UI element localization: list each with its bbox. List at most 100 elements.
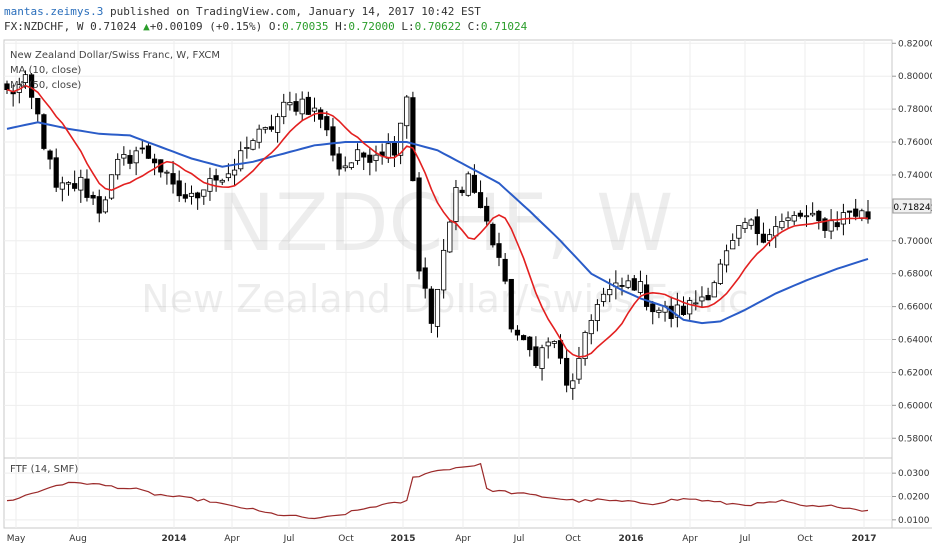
- candle-body: [348, 162, 355, 168]
- ma10-line: [6, 84, 869, 358]
- time-tick-label: Oct: [797, 534, 813, 544]
- time-tick-label: 2017: [851, 534, 876, 544]
- price-axis[interactable]: 0.820000.800000.780000.760000.740000.720…: [892, 39, 932, 444]
- candle-body: [693, 302, 699, 305]
- price-tick-label: 0.64000: [898, 336, 932, 346]
- time-tick-label: 2016: [618, 534, 643, 544]
- candle-body: [324, 116, 330, 131]
- candle-body: [404, 96, 410, 127]
- time-tick-label: Apr: [455, 534, 471, 544]
- candle-body: [410, 97, 416, 182]
- candle-body: [785, 217, 791, 221]
- candle-body: [336, 153, 342, 170]
- candle-body: [816, 210, 822, 222]
- candle-body: [318, 109, 324, 120]
- candle-body: [225, 173, 231, 179]
- candle-body: [416, 177, 422, 272]
- candle-body: [576, 358, 582, 380]
- ftf-indicator-line: [6, 462, 869, 520]
- candle-body: [256, 128, 262, 143]
- candle-body: [527, 336, 533, 351]
- candle-body: [625, 280, 631, 288]
- candle-body: [607, 289, 613, 296]
- indicator-legend[interactable]: FTF (14, SMF): [10, 464, 78, 475]
- candle-body: [533, 346, 539, 366]
- candle-body: [121, 154, 127, 159]
- candle-body: [422, 267, 428, 289]
- indicator-tick-label: 0.0300: [898, 469, 930, 479]
- candle-body: [373, 154, 379, 161]
- candle-body: [311, 107, 318, 112]
- candle-body: [53, 157, 59, 188]
- candle-body: [170, 173, 176, 185]
- candle-body: [754, 216, 760, 235]
- indicator-tick-label: 0.0200: [898, 493, 930, 503]
- candle-body: [803, 215, 810, 218]
- close-label: C:: [467, 20, 481, 33]
- candle-body: [822, 218, 828, 231]
- high-value: 0.72000: [348, 20, 395, 33]
- candle-body: [699, 296, 705, 302]
- candle-body: [810, 212, 816, 216]
- candle-body: [846, 210, 853, 213]
- candle-body: [127, 155, 133, 164]
- candle-body: [521, 335, 527, 341]
- time-tick-label: Aug: [69, 534, 87, 544]
- open-value: 0.70035: [282, 20, 329, 33]
- candle-body: [434, 288, 441, 327]
- price-tick-label: 0.66000: [898, 303, 932, 313]
- candle-body: [397, 122, 404, 156]
- candle-body: [195, 192, 201, 199]
- time-tick-label: Oct: [565, 534, 581, 544]
- ma10-legend[interactable]: MA (10, close): [10, 65, 81, 76]
- last-price-label: 0.71824: [893, 203, 930, 213]
- candle-body: [250, 140, 256, 150]
- indicator-axis[interactable]: 0.0300 0.0200 0.0100: [892, 469, 930, 526]
- candle-body: [188, 192, 195, 197]
- candle-body: [588, 320, 594, 335]
- author-link[interactable]: mantas.zeimys.3: [4, 5, 104, 18]
- candle-body: [201, 189, 207, 197]
- candle-body: [22, 74, 29, 83]
- candle-body: [742, 222, 748, 229]
- candle-body: [631, 278, 637, 291]
- candle-body: [90, 194, 96, 199]
- candle-body: [717, 263, 724, 284]
- ohlc-line: FX:NZDCHF, W 0.71024 ▲+0.00109 (+0.15%) …: [4, 19, 924, 34]
- time-tick-label: Apr: [682, 534, 698, 544]
- candle-body: [35, 97, 41, 115]
- close-value: 0.71024: [480, 20, 528, 33]
- main-legend-title: New Zealand Dollar/Swiss Franc, W, FXCM: [10, 50, 220, 61]
- candle-body: [96, 196, 102, 214]
- ma50-line: [6, 121, 869, 325]
- symbol-price: FX:NZDCHF, W 0.71024: [4, 20, 137, 33]
- candle-body: [262, 127, 268, 130]
- price-change: +0.00109 (+0.15%): [149, 20, 263, 33]
- candle-body: [385, 143, 391, 159]
- candle-body: [582, 332, 588, 359]
- candle-body: [730, 240, 736, 250]
- candle-body: [59, 182, 65, 190]
- candle-body: [238, 150, 244, 170]
- candle-body: [28, 74, 35, 98]
- time-axis[interactable]: May Aug 2014 Apr Jul Oct 2015 Apr Jul Oct 2016 Apr J…: [7, 534, 877, 544]
- candle-body: [551, 341, 557, 344]
- candle-body: [354, 149, 361, 161]
- publish-line: mantas.zeimys.3 published on TradingView…: [4, 4, 924, 19]
- up-arrow-icon: ▲: [143, 20, 150, 33]
- candle-body: [139, 147, 145, 150]
- candle-body: [84, 178, 90, 198]
- candle-body: [834, 222, 840, 228]
- candle-body: [711, 282, 717, 298]
- candle-body: [496, 243, 502, 258]
- candle-body: [281, 101, 287, 118]
- candle-body: [367, 154, 373, 163]
- candle-body: [330, 126, 336, 156]
- ma50-legend[interactable]: MA (50, close): [10, 80, 81, 91]
- candle-body: [287, 102, 293, 106]
- candle-body: [151, 158, 158, 164]
- candle-body: [65, 182, 72, 185]
- candle-body: [570, 380, 576, 389]
- candle-body: [447, 221, 453, 253]
